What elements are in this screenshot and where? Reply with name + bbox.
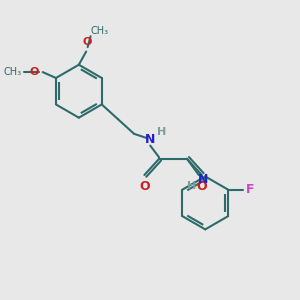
Text: H: H bbox=[157, 128, 166, 137]
Text: CH₃: CH₃ bbox=[3, 67, 22, 77]
Text: CH₃: CH₃ bbox=[91, 26, 109, 36]
Text: O: O bbox=[30, 67, 39, 77]
Text: F: F bbox=[246, 183, 254, 196]
Text: N: N bbox=[145, 133, 155, 146]
Text: N: N bbox=[198, 173, 208, 186]
Text: O: O bbox=[83, 37, 92, 47]
Text: O: O bbox=[196, 180, 207, 193]
Text: O: O bbox=[139, 180, 150, 193]
Text: H: H bbox=[188, 181, 196, 191]
